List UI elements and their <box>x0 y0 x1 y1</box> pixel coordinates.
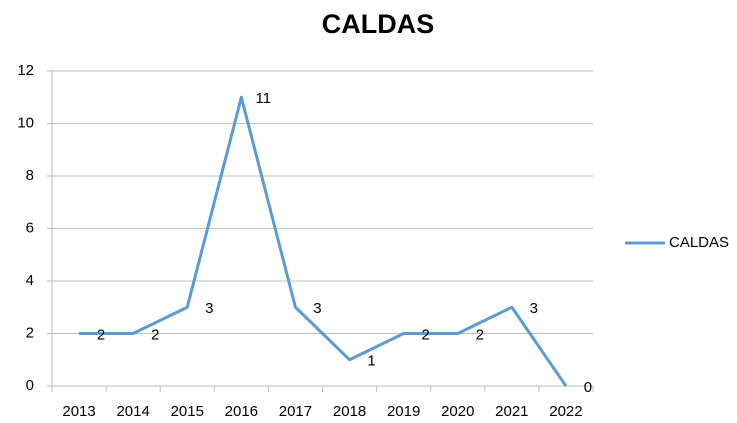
x-tick-label: 2020 <box>441 403 474 420</box>
x-tick-label: 2015 <box>171 403 204 420</box>
x-tick-label: 2016 <box>225 403 258 420</box>
y-tick-label: 2 <box>26 324 34 341</box>
data-label: 1 <box>367 353 375 370</box>
data-label: 2 <box>421 326 429 343</box>
y-tick-label: 10 <box>17 114 34 131</box>
series-line <box>79 95 568 387</box>
x-tick-label: 2019 <box>387 403 420 420</box>
x-tick-label: 2022 <box>549 403 582 420</box>
y-tick-label: 4 <box>26 272 34 289</box>
data-label: 2 <box>97 326 105 343</box>
x-tick-label: 2013 <box>62 403 95 420</box>
x-tick-label: 2018 <box>333 403 366 420</box>
chart-title: CALDAS <box>322 9 435 39</box>
legend-label: CALDAS <box>669 234 729 251</box>
y-tick-label: 0 <box>26 377 34 394</box>
data-label: 3 <box>313 300 321 317</box>
y-tick-label: 12 <box>17 62 34 79</box>
data-label: 2 <box>476 326 484 343</box>
data-label: 3 <box>530 300 538 317</box>
x-tick-label: 2021 <box>495 403 528 420</box>
data-label: 2 <box>151 326 159 343</box>
x-tick-label: 2017 <box>279 403 312 420</box>
y-tick-label: 8 <box>26 167 34 184</box>
data-label: 11 <box>256 90 272 107</box>
data-label: 0 <box>584 379 592 396</box>
y-tick-label: 6 <box>26 219 34 236</box>
data-label: 3 <box>205 300 213 317</box>
x-tick-label: 2014 <box>116 403 149 420</box>
